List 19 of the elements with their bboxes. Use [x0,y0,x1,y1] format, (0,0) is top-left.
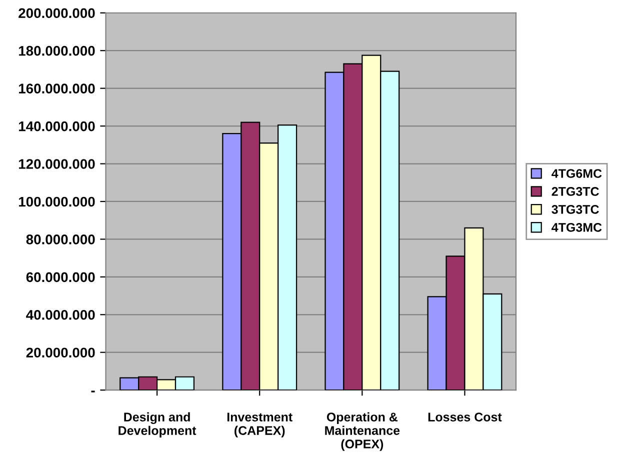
x-tick-label: Losses Cost [428,412,502,422]
x-tick-label: Design and Development [118,412,196,438]
y-tick-label: 180.000.000 [18,46,95,56]
y-tick-label: 160.000.000 [18,84,95,94]
y-tick-label: - [91,390,95,392]
y-tick-label: 20.000.000 [26,348,95,358]
legend-label: 4TG6MC [552,169,602,178]
legend-label: 4TG3MC [552,222,602,232]
y-tick-label: 40.000.000 [26,310,95,320]
y-tick-label: 120.000.000 [18,159,95,169]
x-tick-label: Operation & Maintenance (OPEX) [325,412,400,451]
legend-label: 3TG3TC [552,205,599,214]
legend-label: 2TG3TC [552,187,599,196]
y-tick-label: 200.000.000 [18,8,95,18]
y-tick-label: 80.000.000 [26,234,95,244]
x-tick-label: Investment (CAPEX) [227,412,292,438]
y-tick-label: 100.000.000 [18,196,95,207]
y-tick-label: 140.000.000 [18,121,95,132]
y-tick-label: 60.000.000 [26,272,95,282]
